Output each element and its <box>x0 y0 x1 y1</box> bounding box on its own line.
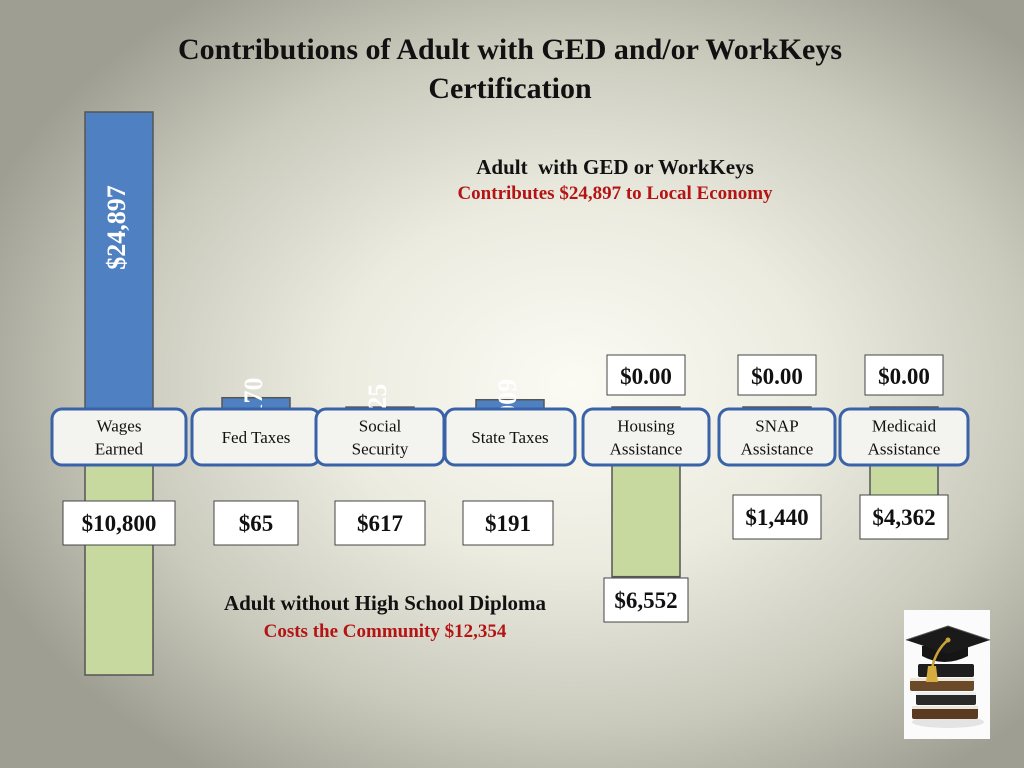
contribution-value-box <box>606 354 686 396</box>
category-box: Fed Taxes <box>190 407 322 467</box>
no-diploma-heading: Adult without High School Diploma Costs … <box>215 588 555 646</box>
category-box-frame <box>838 407 970 467</box>
cost-value-label: $10,800 <box>82 511 157 536</box>
contribution-value-label: $0.00 <box>620 364 672 389</box>
cost-value-label: $4,362 <box>872 505 935 530</box>
cost-value-box <box>334 500 426 546</box>
cost-value-label: $1,440 <box>745 505 808 530</box>
category-label: Assistance <box>610 440 683 459</box>
ged-heading-line2: Contributes $24,897 to Local Economy <box>457 183 773 204</box>
category-label: Earned <box>95 440 144 459</box>
category-box-frame <box>50 407 188 467</box>
ged-heading: Adult with GED or WorkKeys Contributes $… <box>420 153 810 207</box>
cost-bar <box>84 424 154 676</box>
cost-value-label: $6,552 <box>614 588 677 613</box>
category-box: Wages Earned <box>50 407 188 467</box>
category-box-frame <box>443 407 577 467</box>
slide-title: Contributions of Adult with GED and/or W… <box>177 33 843 105</box>
category-label: State Taxes <box>471 428 548 447</box>
category-label: Social <box>359 417 402 436</box>
category-box: Medicaid Assistance <box>838 407 970 467</box>
category-box: Housing Assistance <box>581 407 711 467</box>
contribution-value-box <box>864 354 944 396</box>
cost-value-box <box>603 577 689 623</box>
cost-value-box <box>859 494 949 540</box>
category-label: Fed Taxes <box>222 428 291 447</box>
category-label: Medicaid <box>872 417 937 436</box>
category-label: Wages <box>97 417 142 436</box>
category-box-frame <box>581 407 711 467</box>
category-label: Security <box>352 440 409 459</box>
category-label: Housing <box>617 417 675 436</box>
category-label: SNAP <box>755 417 798 436</box>
category-box: Social Security <box>314 407 446 467</box>
cost-value-box <box>213 500 299 546</box>
cost-value-label: $191 <box>485 511 531 536</box>
category-box: State Taxes <box>443 407 577 467</box>
contribution-value-label: $0.00 <box>751 364 803 389</box>
category-label: Assistance <box>868 440 941 459</box>
no-diploma-heading-line1: Adult without High School Diploma <box>223 591 547 615</box>
contribution-bar <box>84 111 154 426</box>
cost-value-box <box>732 494 822 540</box>
contribution-value-label: $0.00 <box>878 364 930 389</box>
contribution-value-box <box>737 354 817 396</box>
ged-heading-line1: Adult with GED or WorkKeys <box>476 155 754 179</box>
cost-value-box <box>462 500 554 546</box>
cost-value-label: $617 <box>357 511 403 536</box>
contribution-value-label: $24,897 <box>102 185 131 269</box>
category-box-frame <box>717 407 837 467</box>
category-box: SNAP Assistance <box>717 407 837 467</box>
no-diploma-heading-line2: Costs the Community $12,354 <box>263 621 507 642</box>
cost-value-box <box>62 500 176 546</box>
graduation-cap-image <box>904 610 991 739</box>
category-label: Assistance <box>741 440 814 459</box>
cost-value-label: $65 <box>239 511 274 536</box>
